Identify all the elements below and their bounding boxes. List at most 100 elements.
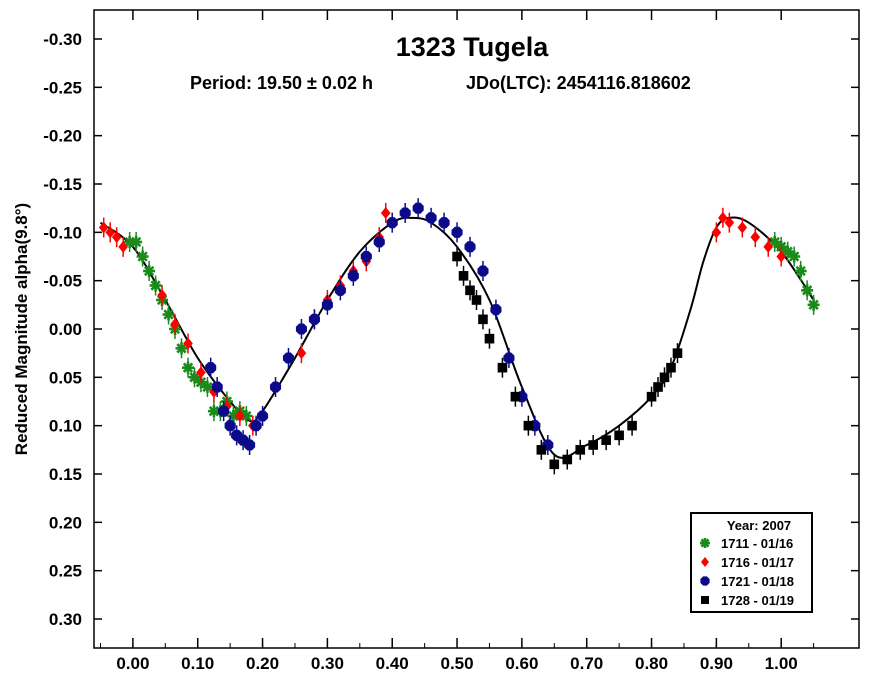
data-point bbox=[627, 420, 637, 431]
data-point bbox=[464, 241, 476, 253]
data-point bbox=[257, 410, 269, 422]
data-point bbox=[136, 250, 149, 263]
data-point bbox=[182, 361, 195, 374]
y-axis-ticks: -0.30 -0.25 -0.20 -0.15 -0.10 -0.05 0.00 0.05 0.… bbox=[43, 30, 859, 629]
x-tick-label: 0.40 bbox=[376, 654, 409, 673]
legend-entry-label: 1716 - 01/17 bbox=[721, 555, 794, 570]
legend-marker bbox=[700, 538, 710, 548]
data-point bbox=[373, 236, 385, 248]
data-point bbox=[399, 207, 411, 219]
x-tick-label: 0.60 bbox=[505, 654, 538, 673]
data-point bbox=[718, 211, 728, 224]
data-point bbox=[465, 285, 475, 296]
data-point bbox=[295, 323, 308, 335]
legend-marker bbox=[701, 596, 709, 604]
data-point bbox=[386, 217, 398, 229]
y-tick-label: 0.05 bbox=[49, 368, 82, 387]
data-point bbox=[201, 381, 214, 393]
data-point bbox=[205, 362, 217, 374]
data-point bbox=[659, 372, 670, 383]
data-point bbox=[240, 410, 253, 422]
data-point bbox=[425, 212, 437, 224]
y-tick-label: -0.15 bbox=[43, 175, 82, 194]
y-tick-label: -0.30 bbox=[43, 30, 82, 49]
data-point bbox=[451, 226, 463, 238]
data-point bbox=[614, 430, 624, 441]
data-point bbox=[484, 333, 495, 344]
data-point bbox=[282, 352, 295, 364]
data-point bbox=[788, 250, 801, 263]
data-point bbox=[222, 400, 232, 413]
y-tick-label: 0.30 bbox=[49, 610, 82, 629]
data-point bbox=[438, 217, 450, 229]
y-tick-label: 0.20 bbox=[49, 513, 82, 532]
data-point bbox=[211, 381, 223, 393]
data-point bbox=[118, 240, 128, 253]
data-point bbox=[334, 284, 346, 296]
data-point bbox=[781, 245, 794, 258]
y-axis-label: Reduced Magnitude alpha(9.8°) bbox=[12, 203, 31, 455]
data-point bbox=[536, 445, 547, 455]
data-point bbox=[452, 251, 462, 262]
data-point bbox=[601, 435, 611, 445]
data-point bbox=[794, 265, 807, 277]
y-tick-label: -0.10 bbox=[43, 223, 82, 242]
data-point bbox=[588, 440, 598, 450]
data-point bbox=[183, 337, 193, 350]
data-point bbox=[801, 284, 814, 297]
x-axis-ticks: 0.00 0.10 0.20 0.30 0.40 0.50 0.60 0.70 0.80 0.90… bbox=[99, 10, 815, 673]
y-tick-label: -0.25 bbox=[43, 78, 82, 97]
data-point bbox=[575, 445, 586, 455]
x-tick-label: 0.70 bbox=[570, 654, 603, 673]
data-point bbox=[250, 420, 262, 432]
data-point bbox=[646, 391, 657, 402]
data-point bbox=[478, 314, 488, 325]
legend-title: Year: 2007 bbox=[727, 518, 791, 533]
y-tick-label: -0.20 bbox=[43, 127, 82, 146]
legend-entry-label: 1711 - 01/16 bbox=[721, 536, 793, 551]
data-point bbox=[497, 362, 508, 373]
data-point bbox=[170, 318, 180, 331]
y-tick-label: -0.05 bbox=[43, 272, 82, 291]
data-point bbox=[98, 221, 109, 234]
data-point bbox=[380, 207, 391, 219]
chart-subtitle-period: Period: 19.50 ± 0.02 h bbox=[190, 73, 373, 93]
data-point bbox=[162, 308, 175, 321]
data-point bbox=[308, 313, 320, 325]
data-point bbox=[235, 410, 245, 422]
data-point bbox=[244, 439, 256, 451]
x-tick-label: 0.80 bbox=[635, 654, 668, 673]
data-point bbox=[503, 352, 515, 364]
chart-title: 1323 Tugela bbox=[396, 32, 550, 62]
data-point bbox=[653, 382, 663, 392]
data-point bbox=[412, 202, 424, 214]
x-tick-label: 0.90 bbox=[700, 654, 733, 673]
y-tick-label: 0.15 bbox=[49, 465, 82, 484]
data-point bbox=[269, 381, 282, 393]
data-point bbox=[218, 405, 230, 417]
y-tick-label: 0.25 bbox=[49, 562, 82, 581]
legend-marker bbox=[701, 557, 709, 567]
data-point bbox=[224, 420, 236, 432]
data-point bbox=[143, 265, 156, 277]
data-point bbox=[666, 362, 676, 373]
data-point bbox=[196, 366, 206, 379]
data-point bbox=[296, 347, 307, 360]
x-tick-label: 1.00 bbox=[765, 654, 798, 673]
x-tick-label: 0.20 bbox=[246, 654, 279, 673]
data-point bbox=[763, 240, 774, 253]
legend-entries: 1711 - 01/16 1716 - 01/17 1721 - 01/18 1728… bbox=[700, 536, 794, 608]
data-point bbox=[458, 271, 469, 281]
data-point bbox=[523, 420, 534, 431]
data-point bbox=[490, 304, 502, 316]
data-point bbox=[471, 295, 482, 305]
data-point bbox=[549, 459, 560, 470]
data-point bbox=[562, 454, 573, 465]
y-tick-label: 0.00 bbox=[49, 320, 82, 339]
data-point bbox=[130, 236, 143, 248]
legend-entry-label: 1728 - 01/19 bbox=[721, 593, 794, 608]
data-point bbox=[510, 391, 521, 402]
x-tick-label: 0.50 bbox=[441, 654, 474, 673]
data-point bbox=[347, 270, 359, 282]
x-tick-label: 0.00 bbox=[116, 654, 149, 673]
